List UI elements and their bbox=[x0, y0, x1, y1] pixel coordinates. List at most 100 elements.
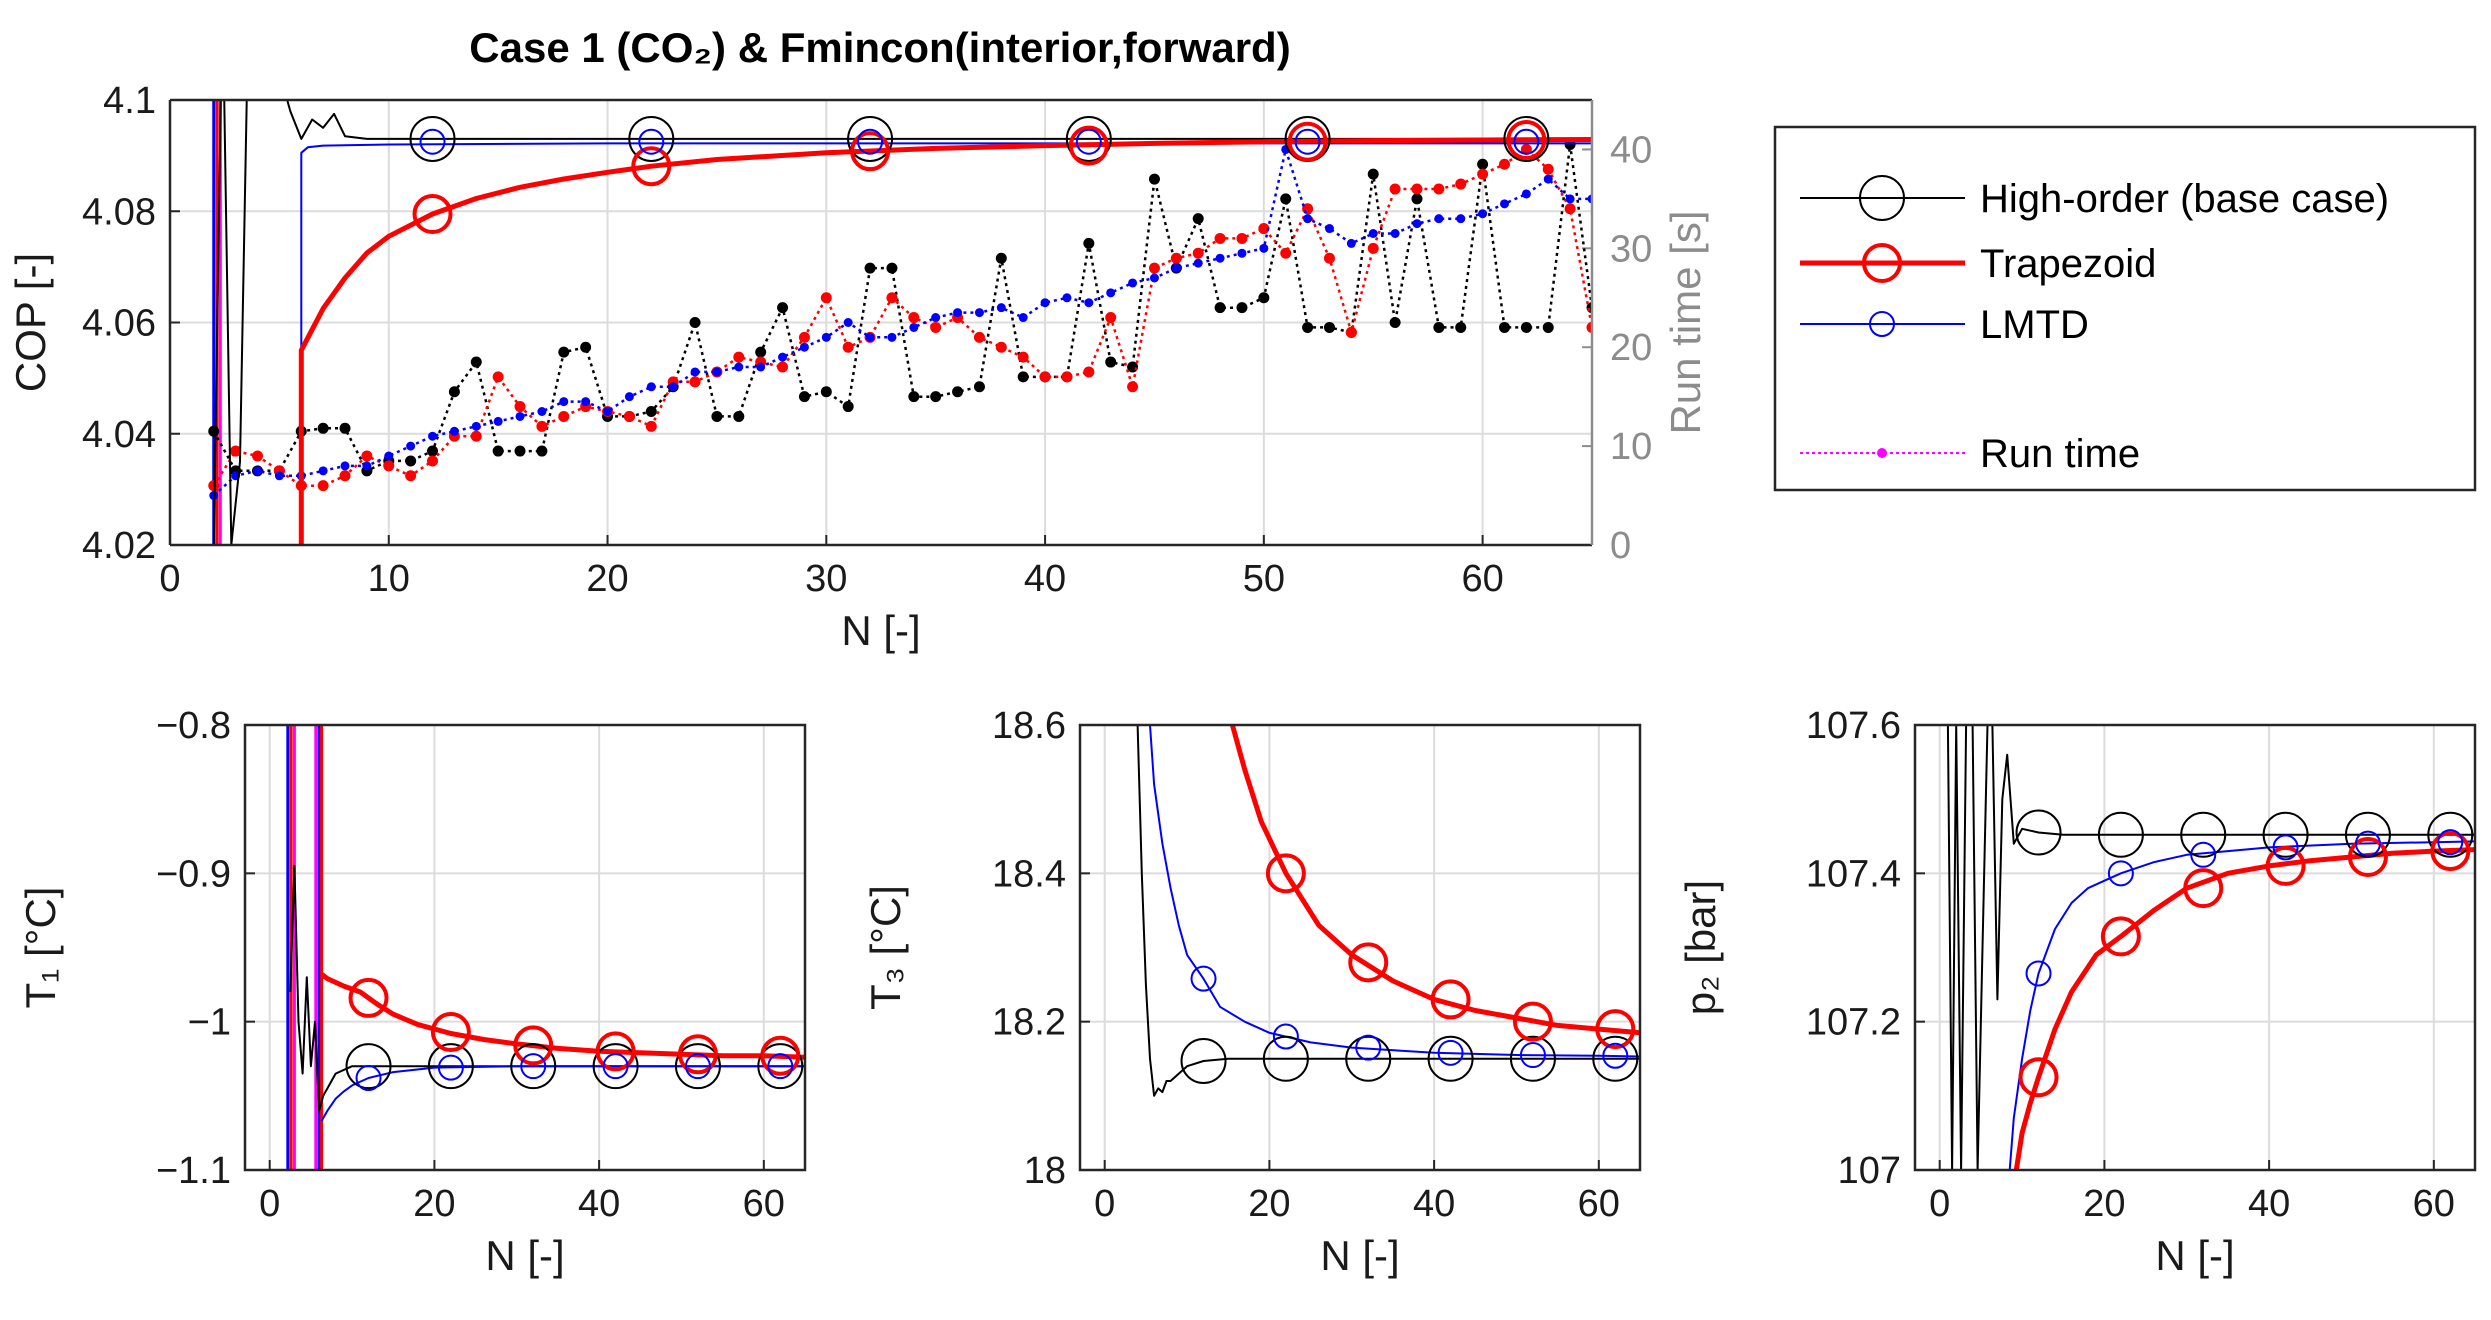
cop-xtick-label: 20 bbox=[586, 558, 628, 600]
cop-runtime-point-lmtd bbox=[1259, 243, 1269, 253]
p2-frame bbox=[1913, 723, 2477, 1172]
cop-ytick-label: 4.02 bbox=[82, 525, 156, 567]
cop-marker-trap bbox=[1287, 121, 1328, 162]
p2-marker-base bbox=[2097, 811, 2144, 858]
cop-runtime-point-trap bbox=[777, 361, 789, 373]
cop-runtime-point-base bbox=[208, 425, 220, 437]
cop-runtime-point-lmtd bbox=[1499, 199, 1509, 209]
t3-marker-base bbox=[1592, 1035, 1639, 1082]
cop-runtime-point-base bbox=[1083, 237, 1095, 249]
cop-runtime-point-base bbox=[1017, 371, 1029, 383]
t1-marker-base bbox=[592, 1043, 639, 1090]
cop-marker-trap bbox=[631, 146, 672, 187]
cop-runtime-point-trap bbox=[1192, 247, 1204, 259]
p2-marker-base bbox=[2427, 811, 2474, 858]
cop-ylabel: COP [-] bbox=[7, 253, 54, 392]
p2-marker-lmtd bbox=[2272, 834, 2299, 861]
p2-ytick-label: 107 bbox=[1838, 1150, 1901, 1192]
cop-runtime-point-base bbox=[973, 381, 985, 393]
t1-marker-base bbox=[510, 1043, 557, 1090]
cop-y2tick-label: 30 bbox=[1610, 228, 1652, 270]
cop-ytick-label: 4.04 bbox=[82, 414, 156, 456]
cop-runtime-point-base bbox=[886, 262, 898, 274]
t1-xtick-label: 20 bbox=[413, 1183, 455, 1225]
cop-runtime-point-base bbox=[470, 356, 482, 368]
cop-runtime-point-lmtd bbox=[1106, 288, 1116, 298]
cop-runtime-point-lmtd bbox=[1346, 238, 1356, 248]
p2-marker-base bbox=[2262, 811, 2309, 858]
cop-runtime-point-lmtd bbox=[1368, 229, 1378, 238]
cop-runtime-point-lmtd bbox=[1237, 248, 1247, 258]
cop-runtime-point-base bbox=[864, 262, 876, 274]
p2-marker-lmtd bbox=[2025, 960, 2052, 987]
cop-runtime-point-lmtd bbox=[1565, 194, 1575, 204]
cop-runtime-point-trap bbox=[317, 480, 329, 492]
cop-runtime-point-trap bbox=[1586, 321, 1592, 333]
cop-y2tick-label: 0 bbox=[1610, 525, 1631, 567]
cop-runtime-point-lmtd bbox=[1018, 313, 1028, 323]
figure-title: Case 1 (CO₂) & Fmincon(interior,forward) bbox=[469, 24, 1290, 71]
p2-ylabel: p₂ [bar] bbox=[1677, 880, 1724, 1015]
cop-runtime-point-trap bbox=[733, 351, 745, 363]
cop-y2tick-label: 10 bbox=[1610, 426, 1652, 468]
cop-runtime-point-base bbox=[492, 445, 504, 457]
cop-runtime-point-lmtd bbox=[340, 461, 350, 471]
p2-plot-area bbox=[1915, 725, 2475, 1170]
cop-runtime-point-trap bbox=[930, 321, 942, 333]
p2-marker-base bbox=[2015, 809, 2062, 856]
p2-marker-base bbox=[2180, 811, 2227, 858]
cop-runtime-point-trap bbox=[1564, 203, 1576, 215]
t3-xlabel: N [-] bbox=[1320, 1232, 1399, 1279]
t1-marker-trap bbox=[595, 1031, 636, 1072]
cop-runtime-point-trap bbox=[230, 445, 242, 457]
p2-marker-lmtd bbox=[2190, 841, 2217, 868]
t1-xtick-label: 40 bbox=[578, 1183, 620, 1225]
cop-marker-base bbox=[409, 115, 456, 162]
cop-runtime-point-trap bbox=[252, 450, 264, 462]
cop-runtime-point-trap bbox=[689, 376, 701, 388]
cop-runtime-point-lmtd bbox=[253, 466, 263, 476]
t3-marker-lmtd bbox=[1190, 965, 1217, 992]
cop-runtime-point-base bbox=[1214, 302, 1226, 314]
cop-runtime-point-lmtd bbox=[778, 352, 788, 362]
p2-marker-trap bbox=[2018, 1057, 2059, 1098]
cop-marker-base bbox=[1065, 115, 1112, 162]
cop-y2tick-label: 40 bbox=[1610, 129, 1652, 171]
cop-ytick-label: 4.08 bbox=[82, 191, 156, 233]
cop-runtime-point-base bbox=[1542, 321, 1554, 333]
t1-ytick-label: −0.9 bbox=[156, 853, 231, 895]
t3-xtick-label: 40 bbox=[1413, 1183, 1455, 1225]
legend-label-lmtd: LMTD bbox=[1980, 303, 2089, 347]
cop-runtime-point-base bbox=[1302, 321, 1314, 333]
cop-runtime-point-base bbox=[1455, 321, 1467, 333]
cop-runtime-point-trap bbox=[645, 420, 657, 432]
cop-runtime-point-trap bbox=[995, 341, 1007, 353]
t3-ytick-label: 18.4 bbox=[992, 853, 1066, 895]
cop-runtime-point-base bbox=[733, 410, 745, 422]
legend-marker-lmtd bbox=[1869, 311, 1895, 337]
cop-runtime-point-base bbox=[952, 386, 964, 398]
t1-marker-trap bbox=[348, 977, 389, 1018]
p2-marker-lmtd bbox=[2354, 830, 2381, 857]
cop-runtime-point-trap bbox=[514, 401, 526, 413]
t3-marker-base bbox=[1509, 1035, 1556, 1082]
cop-runtime-point-base bbox=[514, 445, 526, 457]
t1-marker-lmtd bbox=[520, 1053, 547, 1080]
cop-runtime-point-trap bbox=[1061, 371, 1073, 383]
t1-ytick-label: −1 bbox=[188, 1002, 231, 1044]
cop-runtime-point-trap bbox=[1542, 163, 1554, 175]
cop-runtime-point-base bbox=[1433, 321, 1445, 333]
cop-runtime-point-base bbox=[798, 391, 810, 403]
t1-xtick-label: 60 bbox=[743, 1183, 785, 1225]
cop-xtick-label: 0 bbox=[159, 558, 180, 600]
cop-runtime-point-base bbox=[820, 386, 832, 398]
cop-runtime-point-base bbox=[339, 422, 351, 434]
cop-runtime-point-lmtd bbox=[1040, 298, 1050, 308]
cop-runtime-point-trap bbox=[1520, 143, 1532, 155]
t1-marker-trap bbox=[430, 1012, 471, 1053]
cop-runtime-point-lmtd bbox=[1215, 253, 1225, 263]
p2-marker-trap bbox=[2100, 916, 2141, 957]
cop-runtime-point-base bbox=[1411, 193, 1423, 205]
p2-xtick-label: 60 bbox=[2413, 1183, 2455, 1225]
cop-runtime-point-base bbox=[755, 346, 767, 358]
